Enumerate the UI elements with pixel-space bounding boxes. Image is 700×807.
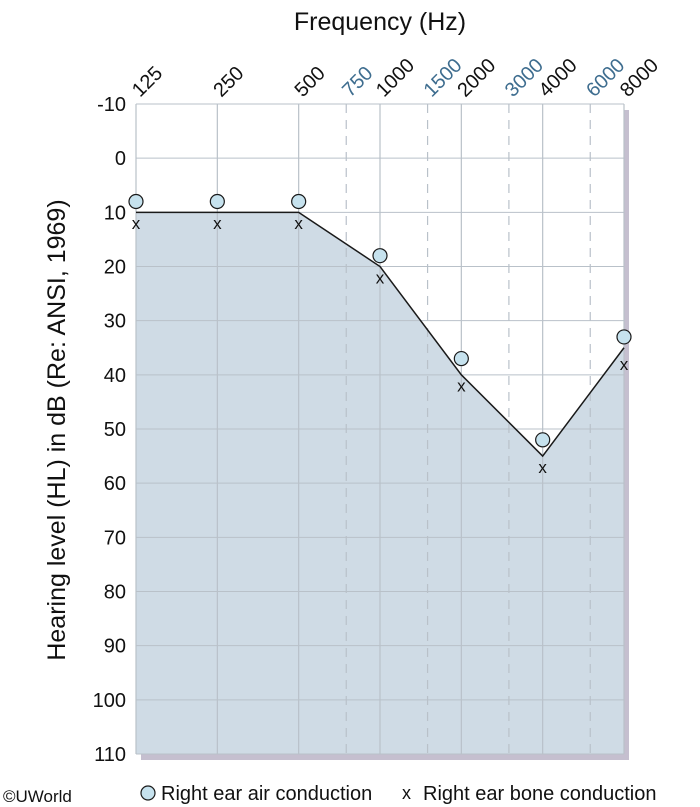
y-tick-label: 0 [115,148,126,170]
x-tick-label: 8000 [616,55,663,102]
x-tick-label: 125 [128,62,167,101]
y-tick-label: 40 [104,365,126,387]
y-tick-label: 20 [104,257,126,279]
grid-lines [135,103,625,755]
x-tick-label-minor: 6000 [582,55,629,102]
bone-conduction-point: x [376,268,385,287]
hearing-threshold-line [136,211,625,458]
air-conduction-point [616,329,632,345]
x-tick-label-minor: 3000 [501,55,548,102]
air-conduction-point [128,193,144,210]
x-tick-label-minor: 750 [338,62,377,101]
y-tick-label: 60 [104,473,126,495]
bone-conduction-point: x [213,214,222,233]
y-tick-label: 80 [104,582,126,604]
y-tick-label: 70 [104,527,126,549]
bone-conduction-point: x [620,355,629,374]
y-tick-label: 30 [104,311,126,333]
chart-title: Frequency (Hz) [294,8,466,36]
legend-air-label: Right ear air conduction [161,783,372,805]
bone-conduction-point: x [538,458,547,477]
bone-conduction-point: x [294,214,303,233]
legend: Right ear air conduction x Right ear bon… [140,783,657,805]
legend-bone-marker: x [402,783,411,803]
air-conduction-point [291,193,307,210]
y-tick-label: -10 [97,94,126,116]
bone-conduction-point: x [132,214,141,233]
y-tick-label: 50 [104,419,126,441]
x-tick-label: 1000 [372,55,419,102]
y-tick-label: 100 [93,690,126,712]
data-markers: x x x x x x x [128,193,632,477]
air-conduction-point [209,193,225,210]
legend-bone-label: Right ear bone conduction [423,783,657,805]
copyright-text: ©UWorld [3,787,72,806]
x-tick-labels: 125 250 500 1000 2000 4000 8000 750 1500 3000 6000 [128,55,663,102]
y-axis-label: Hearing level (HL) in dB (Re: ANSI, 1969… [43,199,71,660]
y-tick-labels: -10 0 10 20 30 40 50 60 70 80 90 100 110 [93,94,126,766]
legend-air-marker [140,785,156,801]
x-tick-label: 2000 [453,55,500,102]
x-tick-label: 250 [209,62,248,101]
air-conduction-point [453,350,469,367]
air-conduction-point [372,248,388,264]
y-tick-label: 110 [94,744,126,766]
x-tick-label: 500 [291,62,330,101]
x-tick-label-minor: 1500 [420,55,467,102]
bone-conduction-point: x [457,377,466,396]
y-tick-label: 10 [104,202,126,224]
air-conduction-point [535,432,551,448]
x-tick-label: 4000 [535,55,582,102]
y-tick-label: 90 [104,636,126,658]
